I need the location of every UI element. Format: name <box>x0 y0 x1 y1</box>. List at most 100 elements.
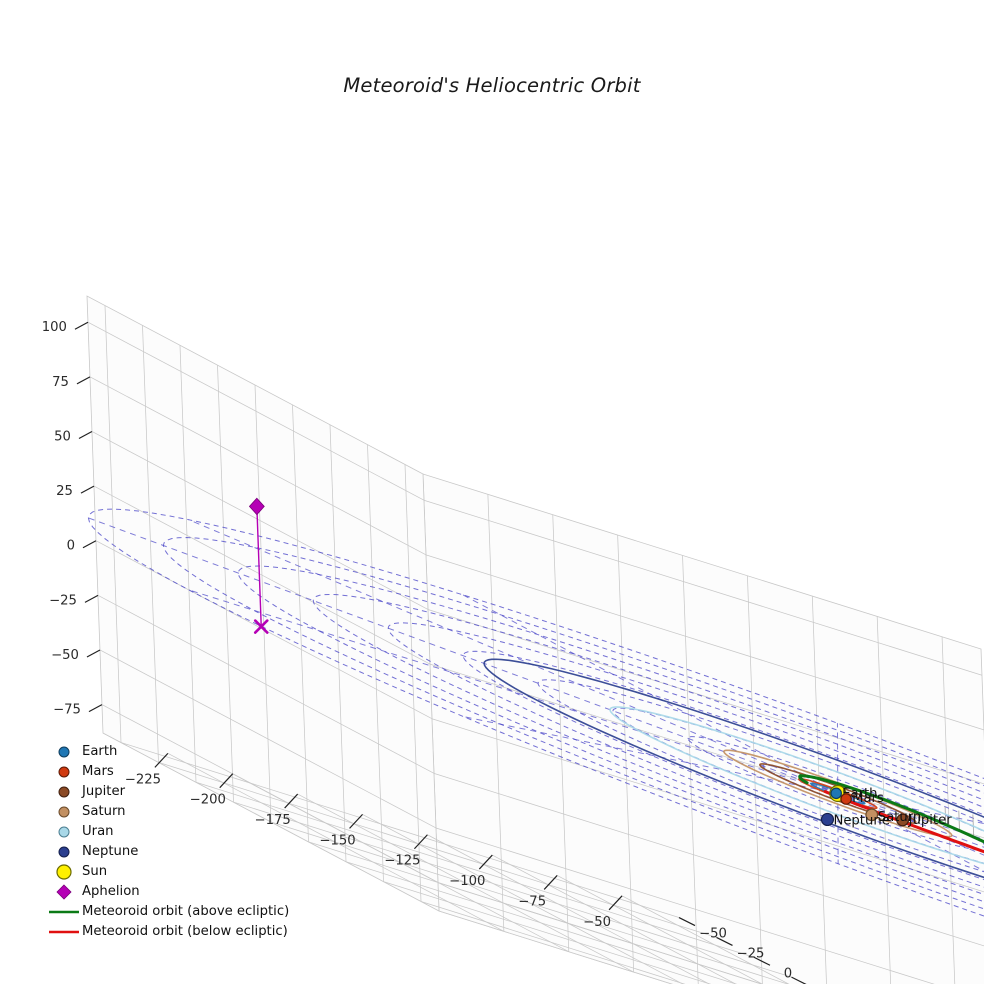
meteoroid-orbit-below-ecliptic <box>823 790 984 854</box>
z-tick <box>74 321 89 330</box>
polar-spoke-0 <box>837 792 984 840</box>
legend-item-earth[interactable]: Earth <box>46 742 298 762</box>
gridline-left-x <box>811 596 827 984</box>
x-tick <box>413 834 428 850</box>
gridline-left-x <box>682 555 699 984</box>
planet-marker-mars <box>840 793 852 805</box>
gridline-bottom-y <box>345 861 738 984</box>
gridline-left-x <box>876 616 892 984</box>
pane-left <box>422 473 984 984</box>
y-tick <box>716 936 733 946</box>
x-tick-label: −200 <box>190 793 226 808</box>
meteoroid-orbit-curves <box>798 774 984 854</box>
legend-circle <box>58 766 70 778</box>
x-tick-label: −225 <box>125 772 161 787</box>
legend-item-saturn[interactable]: Saturn <box>46 802 298 822</box>
z-tick <box>86 649 101 658</box>
legend-marker-circle-icon <box>46 782 82 802</box>
gridline-left-z <box>425 554 984 731</box>
aphelion-ecliptic-projection-marker <box>253 619 269 634</box>
x-tick <box>608 895 623 911</box>
legend-item-meteoroid-orbit-above-ecliptic[interactable]: Meteoroid orbit (above ecliptic) <box>46 902 298 922</box>
gridline-back-y <box>292 404 309 842</box>
orbit-ring-neptune <box>483 658 984 879</box>
legend-label: Jupiter <box>82 784 125 799</box>
gridline-bottom-y <box>420 901 686 984</box>
gridline-back-z <box>101 704 439 883</box>
gridline-back-y <box>217 365 234 803</box>
polar-spoke-180 <box>188 589 838 794</box>
aphelion-projection-line <box>256 506 262 627</box>
z-tick-label: −25 <box>49 593 77 608</box>
orbit-ring-uran <box>609 706 984 865</box>
gridline-left-x <box>941 636 956 984</box>
planet-marker-saturn <box>865 808 879 822</box>
aphelion-marker <box>248 497 265 516</box>
legend-marker-circle-icon <box>46 822 82 842</box>
legend-marker-circle-large-icon <box>46 862 82 882</box>
tick-labels: −225 −200 −175 −150 −125 −100 −75 −50 −50 −25 0 25 5… <box>42 320 792 981</box>
planet-label-saturn: Saturn <box>878 810 922 825</box>
legend-label: Earth <box>82 744 118 759</box>
gridline-back-y <box>254 384 272 823</box>
legend-item-uran[interactable]: Uran <box>46 822 298 842</box>
z-tick-label: 0 <box>67 539 75 554</box>
gridline-left-x <box>552 514 570 952</box>
gridline-left-z <box>433 772 984 947</box>
gridline-back-z <box>97 595 435 774</box>
legend-item-aphelion[interactable]: Aphelion <box>46 882 298 902</box>
x-tick-label: −125 <box>384 854 420 869</box>
x-tick-label: −175 <box>255 813 291 828</box>
gridline-bottom-y <box>195 781 755 958</box>
gridline-left-z <box>435 827 935 984</box>
legend-label: Aphelion <box>82 884 140 899</box>
planet-label-jupiter: Jupiter <box>908 813 953 828</box>
legend-item-mars[interactable]: Mars <box>46 762 298 782</box>
legend-item-meteoroid-orbit-below-ecliptic[interactable]: Meteoroid orbit (below ecliptic) <box>46 922 298 942</box>
gridline-back-y <box>329 424 347 862</box>
meteoroid-orbit-above-ecliptic-arc1 <box>798 774 984 844</box>
gridline-left-x <box>487 494 505 932</box>
x-tick <box>478 854 493 870</box>
z-tick <box>78 430 93 439</box>
polar-circle-r250 <box>87 508 984 917</box>
polar-spoke-90 <box>837 793 984 872</box>
legend-label: Neptune <box>82 844 139 859</box>
z-tick-label: 100 <box>42 320 67 335</box>
polar-grid <box>87 508 984 917</box>
x-tick <box>543 875 558 890</box>
legend: Earth Mars Jupiter Saturn Uran Neptune Sun Aphe… <box>46 742 298 942</box>
legend-item-sun[interactable]: Sun <box>46 862 298 882</box>
x-tick-label: −75 <box>518 894 546 909</box>
gridline-back-y <box>179 345 197 783</box>
gridline-bottom-y <box>120 742 680 918</box>
gridline-left-z <box>437 882 763 984</box>
x-tick <box>284 793 299 809</box>
x-tick <box>219 773 234 789</box>
x-tick-label: −50 <box>583 915 611 930</box>
legend-item-jupiter[interactable]: Jupiter <box>46 782 298 802</box>
legend-label: Meteoroid orbit (above ecliptic) <box>82 904 290 919</box>
z-tick <box>76 376 91 385</box>
polar-spoke-210 <box>88 517 838 794</box>
legend-circle <box>58 826 70 838</box>
polar-circle-r100 <box>537 679 984 873</box>
polar-spoke-30 <box>837 793 984 848</box>
y-tick-label: 0 <box>784 966 792 981</box>
legend-circle <box>58 746 70 758</box>
legend-diamond <box>56 884 72 900</box>
legend-item-neptune[interactable]: Neptune <box>46 842 298 862</box>
legend-marker-line-icon <box>46 902 82 922</box>
gridline-back-z <box>87 321 425 501</box>
z-tick-label: −75 <box>53 703 81 718</box>
gridline-back-z <box>91 431 429 610</box>
gridline-back-y <box>142 325 159 763</box>
planet-marker-neptune <box>820 812 835 827</box>
gridline-back-z <box>99 649 437 829</box>
legend-label: Saturn <box>82 804 126 819</box>
polar-circle-r150 <box>387 622 984 888</box>
gridline-back-z <box>89 376 427 556</box>
gridline-back-y <box>367 444 384 882</box>
